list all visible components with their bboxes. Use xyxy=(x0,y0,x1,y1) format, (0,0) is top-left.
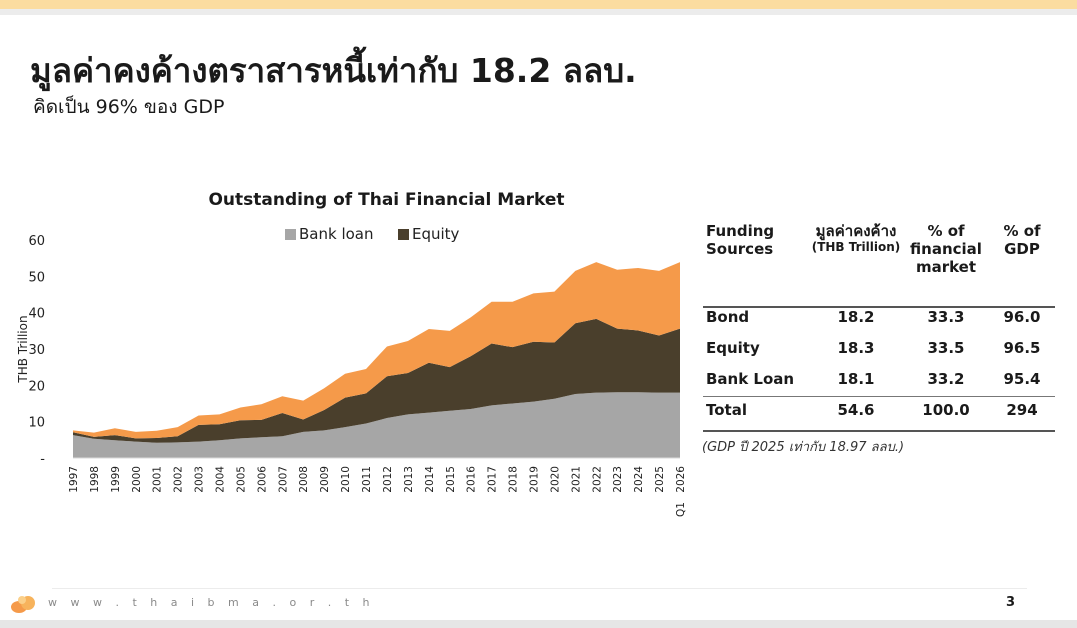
table-header-funding-sources: Funding Sources xyxy=(706,222,775,258)
cell-pct-gdp: 96.0 xyxy=(1003,308,1041,326)
x-tick-label: 2013 xyxy=(403,466,415,493)
x-tick-label: 2016 xyxy=(466,466,478,493)
x-tick-label: 2001 xyxy=(152,466,164,493)
x-tick-label: 2004 xyxy=(215,466,227,493)
x-tick-label: 2015 xyxy=(445,466,457,493)
x-tick-label: 2005 xyxy=(235,466,247,493)
x-tick-label: 2003 xyxy=(194,466,206,493)
x-tick-label: 2017 xyxy=(487,466,499,493)
cell-source: Equity xyxy=(706,339,760,357)
area-chart: Outstanding of Thai Financial Market THB … xyxy=(16,190,687,517)
cell-pct-gdp: 95.4 xyxy=(1003,370,1041,388)
cell-pct-gdp: 96.5 xyxy=(1003,339,1041,357)
x-tick-label: 2011 xyxy=(361,466,373,493)
cell-source: Bond xyxy=(706,308,750,326)
x-tick-label: 2008 xyxy=(298,466,310,493)
table-row: Equity 18.3 33.5 96.5 xyxy=(700,333,1055,363)
legend-swatch-1 xyxy=(285,229,296,240)
x-tick-label: 2023 xyxy=(612,466,624,493)
x-tick-label: 2026 xyxy=(675,466,687,493)
area-series-3 xyxy=(73,262,680,439)
y-tick-label: 40 xyxy=(28,307,45,322)
y-axis-label: THB Trillion xyxy=(16,315,30,383)
legend-swatch-2 xyxy=(398,229,409,240)
cell-pct-market: 33.5 xyxy=(927,339,965,357)
x-tick-label: 2024 xyxy=(633,466,645,493)
table-total-row: Total 54.6 100.0 294 xyxy=(700,395,1055,425)
x-tick-label: 2020 xyxy=(549,466,561,493)
y-tick-label: 60 xyxy=(28,234,45,249)
legend-label-1: Bank loan xyxy=(299,225,374,243)
table-header-outstanding: มูลค่าคงค้าง xyxy=(815,222,897,240)
table-header-unit: (THB Trillion) xyxy=(811,240,901,254)
x-tick-label: 2009 xyxy=(319,466,331,493)
area-bank-loan xyxy=(73,392,680,458)
cell-total-label: Total xyxy=(706,401,747,419)
thaibma-logo-icon xyxy=(11,596,35,613)
cell-outstanding: 18.3 xyxy=(837,339,875,357)
x-tick-label: 1999 xyxy=(110,466,122,493)
table-header-outstanding-group: มูลค่าคงค้าง (THB Trillion) xyxy=(808,222,904,255)
x-tick-label: 2002 xyxy=(173,466,185,493)
x-tick-label: 2018 xyxy=(508,466,520,493)
page-number: 3 xyxy=(1006,595,1016,610)
table-row: Bond 18.2 33.3 96.0 xyxy=(700,302,1055,332)
slide-subtitle: คิดเป็น 96% ของ GDP xyxy=(33,96,225,118)
cell-total-pct-market: 100.0 xyxy=(922,401,970,419)
table-rule-total xyxy=(703,396,1055,397)
bottom-grey-band xyxy=(0,620,1077,628)
chart-title: Outstanding of Thai Financial Market xyxy=(208,190,564,210)
y-tick-label: 20 xyxy=(28,379,45,394)
cell-total-pct-gdp: 294 xyxy=(1006,401,1038,419)
y-tick-label: - xyxy=(40,452,45,467)
x-tick-label: 2014 xyxy=(424,466,436,493)
gdp-note: (GDP ปี 2025 เท่ากับ 18.97 ลลบ.) xyxy=(702,440,905,455)
cell-outstanding: 18.1 xyxy=(837,370,875,388)
top-accent-band xyxy=(0,0,1077,9)
x-tick-label: 2012 xyxy=(382,466,394,493)
footer-divider xyxy=(52,588,1027,589)
y-tick-label: 10 xyxy=(28,416,45,431)
x-tick-label: 2000 xyxy=(131,466,143,493)
cell-outstanding: 18.2 xyxy=(837,308,875,326)
x-tick-label: 2021 xyxy=(570,466,582,493)
cell-source: Bank Loan xyxy=(706,370,795,388)
y-tick-label: 30 xyxy=(28,343,45,358)
cell-total-outstanding: 54.6 xyxy=(837,401,875,419)
x-tick-label: 1997 xyxy=(68,466,80,493)
x-tick-label: 2025 xyxy=(654,466,666,493)
table-header-pct-gdp: % of GDP xyxy=(1003,222,1041,258)
table-header-pct-market: % of financial market xyxy=(910,222,982,276)
cell-pct-market: 33.2 xyxy=(927,370,965,388)
x-tick-label: 2019 xyxy=(528,466,540,493)
area-equity xyxy=(73,318,680,443)
top-grey-band xyxy=(0,9,1077,15)
x-tick-label: 2006 xyxy=(256,466,268,493)
table-row: Bank Loan 18.1 33.2 95.4 xyxy=(700,364,1055,394)
x-tick-label-prefix: Q1 xyxy=(675,502,687,517)
cell-pct-market: 33.3 xyxy=(927,308,965,326)
y-tick-label: 50 xyxy=(28,270,45,285)
x-tick-label: 2007 xyxy=(277,466,289,493)
slide-title: มูลค่าคงค้างตราสารหนี้เท่ากับ 18.2 ลลบ. xyxy=(30,51,637,90)
x-tick-label: 2022 xyxy=(591,466,603,493)
table-rule-top xyxy=(703,306,1055,308)
legend-label-2: Equity xyxy=(412,225,460,243)
table-rule-bottom xyxy=(703,430,1055,432)
x-tick-label: 1998 xyxy=(89,466,101,493)
footer-url: w w w . t h a i b m a . o r . t h xyxy=(48,596,375,609)
x-tick-label: 2010 xyxy=(340,466,352,493)
